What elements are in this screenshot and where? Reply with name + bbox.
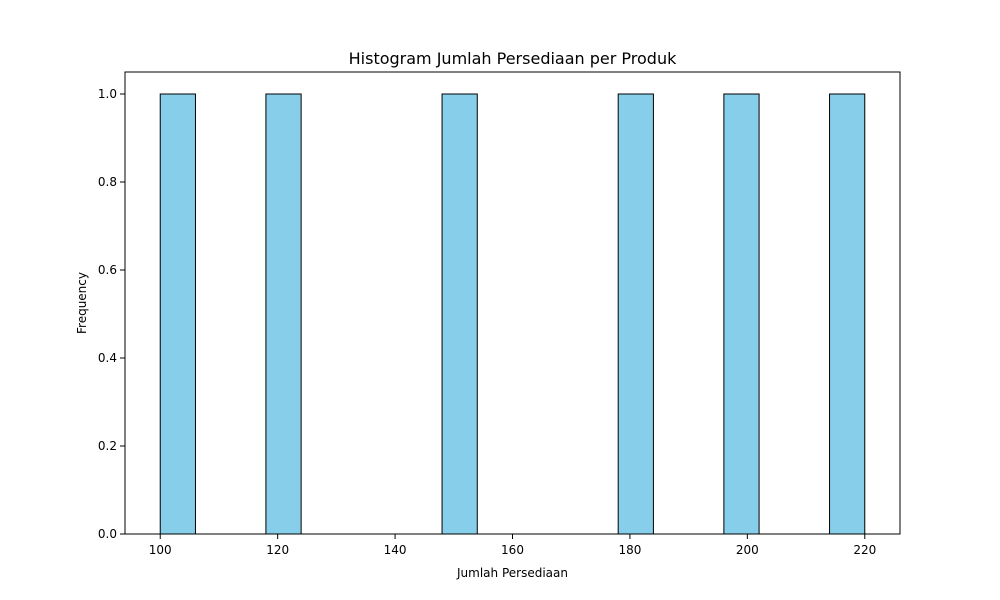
x-tick-label: 120: [266, 543, 289, 557]
y-tick-label: 0.8: [98, 175, 117, 189]
histogram-bar-4: [723, 93, 760, 535]
bars-group: [159, 93, 866, 535]
x-tick-label: 100: [149, 543, 172, 557]
histogram-bar-3: [617, 93, 654, 535]
y-tick-label: 0.2: [98, 439, 117, 453]
x-axis-ticks: 100 120 140 160 180 200 220: [149, 534, 876, 557]
x-tick-label: 200: [736, 543, 759, 557]
y-tick-label: 1.0: [98, 87, 117, 101]
x-tick-label: 220: [853, 543, 876, 557]
histogram-bar-1: [265, 93, 302, 535]
y-axis-ticks: 0.0 0.2 0.4 0.6 0.8 1.0: [98, 87, 125, 541]
y-tick-label: 0.0: [98, 527, 117, 541]
histogram-bar-2: [441, 93, 478, 535]
histogram-bar-0: [159, 93, 196, 535]
x-axis-label: Jumlah Persediaan: [456, 566, 568, 580]
x-tick-label: 140: [384, 543, 407, 557]
y-tick-label: 0.6: [98, 263, 117, 277]
x-tick-label: 160: [501, 543, 524, 557]
histogram-bar-5: [829, 93, 866, 535]
x-tick-label: 180: [618, 543, 641, 557]
y-tick-label: 0.4: [98, 351, 117, 365]
y-axis-label: Frequency: [75, 272, 89, 334]
chart-title: Histogram Jumlah Persediaan per Produk: [349, 49, 677, 68]
